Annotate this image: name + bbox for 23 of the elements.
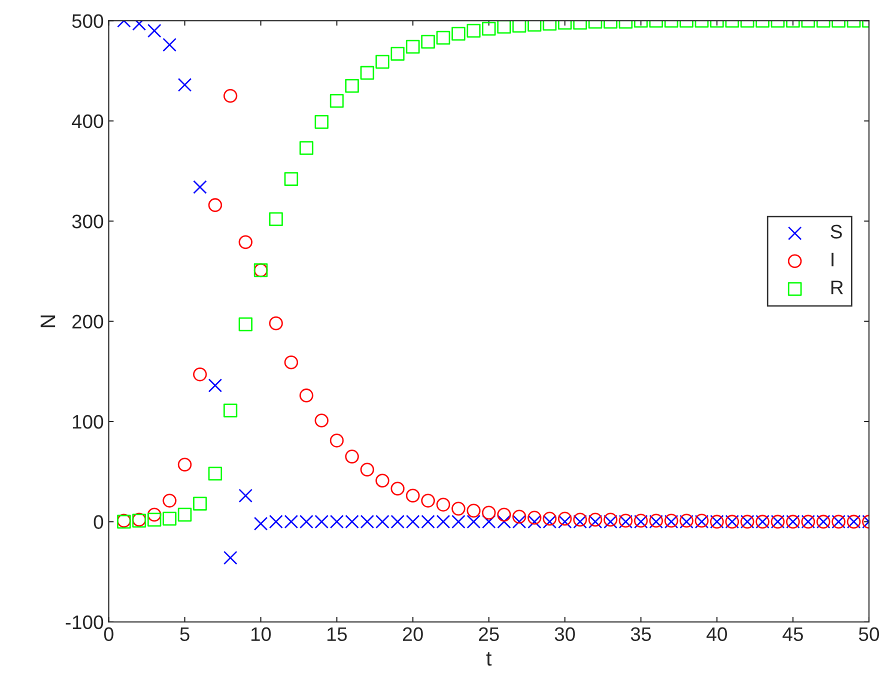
- legend-label: S: [830, 224, 842, 239]
- y-tick-label: 0: [94, 515, 104, 529]
- x-tick-label: 50: [858, 627, 880, 642]
- y-tick-label: 400: [72, 114, 104, 128]
- x-tick-label: 15: [327, 627, 347, 642]
- x-axis-title: t: [486, 652, 492, 666]
- x-tick-label: 20: [402, 627, 423, 642]
- y-tick-label: 300: [72, 214, 104, 228]
- y-tick-label: -100: [66, 615, 104, 630]
- x-tick-label: 35: [630, 627, 651, 642]
- y-axis-title: N: [40, 315, 56, 328]
- legend-label: I: [832, 252, 834, 266]
- x-tick-label: 30: [554, 627, 575, 642]
- y-tick-label: 100: [72, 414, 104, 429]
- y-tick-label: 200: [72, 314, 104, 329]
- x-tick-label: 25: [479, 627, 499, 642]
- x-tick-label: 5: [180, 627, 190, 642]
- x-tick-label: 0: [104, 627, 114, 642]
- x-tick-label: 40: [706, 627, 727, 642]
- x-tick-label: 10: [251, 627, 271, 642]
- y-tick-label: 500: [72, 14, 104, 28]
- legend-label: R: [831, 280, 843, 294]
- x-tick-label: 45: [782, 627, 803, 642]
